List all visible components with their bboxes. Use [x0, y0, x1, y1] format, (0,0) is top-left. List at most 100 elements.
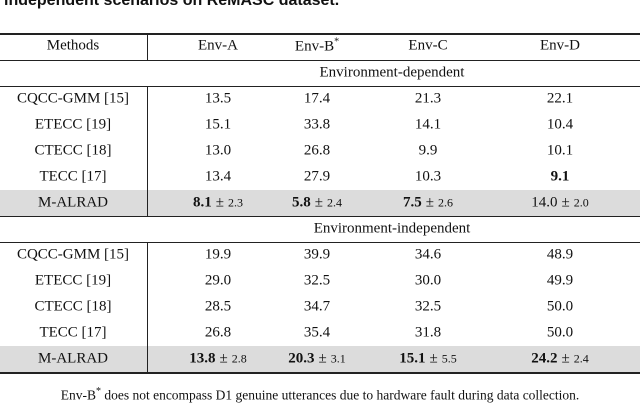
- std: 2.0: [573, 195, 589, 210]
- value: 35.4: [303, 324, 331, 341]
- footnote-mark: *: [95, 386, 101, 397]
- column-rule: [147, 86, 148, 112]
- rule: [0, 33, 640, 35]
- value: 29.0: [204, 272, 232, 289]
- value: 26.8: [204, 324, 232, 341]
- column-rule: [147, 242, 148, 268]
- cell: 39.9: [304, 247, 330, 264]
- cell: 30.0: [415, 273, 441, 290]
- value: 50.0: [546, 298, 574, 315]
- plus-minus: ±: [429, 350, 438, 367]
- value: 32.5: [303, 272, 331, 289]
- value: 9.9: [418, 142, 438, 159]
- cell: 15.1 ±5.5: [399, 351, 456, 368]
- value: 39.9: [303, 246, 331, 263]
- value: 49.9: [546, 272, 574, 289]
- value: 19.9: [204, 246, 232, 263]
- value: 13.5: [204, 90, 232, 107]
- mean: 14.0: [531, 194, 558, 211]
- method: CQCC-GMM [15]: [16, 246, 130, 263]
- mean: 7.5: [403, 194, 422, 211]
- mean: 8.1: [193, 194, 212, 211]
- cell: 13.5: [205, 91, 231, 108]
- value: 30.0: [414, 272, 442, 289]
- cell: 8.1 ±2.3: [193, 195, 243, 212]
- column-rule: [147, 112, 148, 138]
- cell: 34.6: [415, 247, 441, 264]
- cell: 34.7: [304, 299, 330, 316]
- method: M-ALRAD: [38, 350, 108, 367]
- cell: 26.8: [205, 325, 231, 342]
- mean: 5.8: [292, 194, 311, 211]
- cell: 14.0 ±2.0: [531, 195, 588, 212]
- column-rule: [147, 164, 148, 190]
- plus-minus: ±: [425, 194, 434, 211]
- cell: 10.3: [415, 169, 441, 186]
- value: 15.1: [204, 116, 232, 133]
- cell: Methods: [47, 38, 100, 55]
- section-label: Environment-independent: [313, 220, 471, 237]
- column-rule: [147, 346, 148, 372]
- value: Methods: [46, 37, 100, 54]
- value: 17.4: [303, 90, 331, 107]
- column-rule: [147, 268, 148, 294]
- method: M-ALRAD: [38, 194, 108, 211]
- cell: 7.5 ±2.6: [403, 195, 453, 212]
- mean: 20.3: [288, 350, 315, 367]
- cell: 32.5: [415, 299, 441, 316]
- cell: 24.2 ±2.4: [531, 351, 588, 368]
- std: 3.1: [330, 351, 346, 366]
- cell: 49.9: [547, 273, 573, 290]
- rule: [0, 216, 640, 217]
- std: 2.6: [437, 195, 453, 210]
- cell: 32.5: [304, 273, 330, 290]
- value: 9.1: [550, 168, 570, 185]
- cell: Env-D: [540, 38, 580, 55]
- cell: Env-A: [198, 38, 238, 55]
- value: 34.6: [414, 246, 442, 263]
- plus-minus: ±: [314, 194, 323, 211]
- column-rule: [147, 33, 148, 60]
- value: Env-A: [198, 37, 238, 54]
- cell: Env-B*: [295, 37, 339, 56]
- rule: [0, 372, 640, 374]
- value: 28.5: [204, 298, 232, 315]
- mean: 24.2: [531, 350, 558, 367]
- value: 27.9: [303, 168, 331, 185]
- method: CQCC-GMM [15]: [16, 90, 130, 107]
- column-rule: [147, 320, 148, 346]
- method: ETECC [19]: [34, 272, 112, 289]
- std: 2.3: [227, 195, 243, 210]
- cell: 10.1: [547, 143, 573, 160]
- cell: 35.4: [304, 325, 330, 342]
- value: 13.0: [204, 142, 232, 159]
- method: CTECC [18]: [34, 298, 112, 315]
- cell: 33.8: [304, 117, 330, 134]
- cell: 19.9: [205, 247, 231, 264]
- plus-minus: ±: [561, 350, 570, 367]
- plus-minus: ±: [318, 350, 327, 367]
- value: 14.1: [414, 116, 442, 133]
- plus-minus: ±: [561, 194, 570, 211]
- value: Env-B: [294, 38, 335, 55]
- cell: 5.8 ±2.4: [292, 195, 342, 212]
- rule: [0, 86, 640, 87]
- footnote: Env-B* does not encompass D1 genuine utt…: [0, 386, 640, 404]
- row-highlight: [0, 190, 640, 216]
- value: Env-D: [540, 37, 580, 54]
- value: 10.1: [546, 142, 574, 159]
- footnote-text: does not encompass D1 genuine utterances…: [104, 387, 580, 403]
- plus-minus: ±: [219, 350, 228, 367]
- cell: 48.9: [547, 247, 573, 264]
- cell: 20.3 ±3.1: [288, 351, 345, 368]
- superscript: *: [334, 36, 340, 48]
- footnote-term: Env-B: [60, 387, 96, 403]
- mean: 13.8: [189, 350, 216, 367]
- value: 13.4: [204, 168, 232, 185]
- value: 22.1: [546, 90, 574, 107]
- mean: 15.1: [399, 350, 426, 367]
- method: ETECC [19]: [34, 116, 112, 133]
- method: TECC [17]: [39, 324, 107, 341]
- cell: 29.0: [205, 273, 231, 290]
- cell: 21.3: [415, 91, 441, 108]
